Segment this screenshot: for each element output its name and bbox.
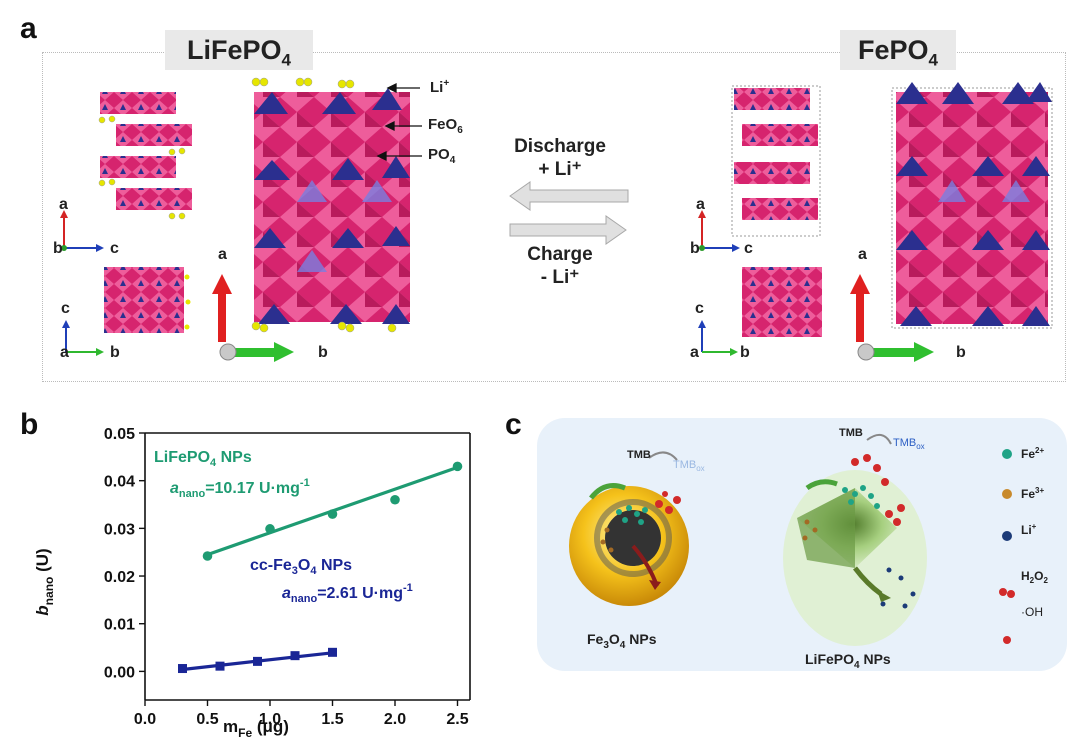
axis-b-4: b bbox=[690, 240, 700, 257]
point-series-0 bbox=[327, 509, 338, 519]
lifepo4-top-view bbox=[104, 267, 184, 333]
point-series-1 bbox=[328, 647, 337, 657]
x-tick-label: 1.5 bbox=[321, 711, 343, 728]
h2o2-swatch bbox=[999, 588, 1007, 596]
crystal-structures bbox=[60, 77, 1053, 362]
point-series-1 bbox=[290, 651, 300, 661]
li-swatch bbox=[1002, 531, 1012, 541]
chart-points bbox=[178, 461, 463, 674]
feo6-label: FeO6 bbox=[428, 116, 463, 136]
axis-triad-small-3 bbox=[698, 210, 740, 252]
lifepo4-top-li bbox=[184, 274, 191, 330]
axis-b-3: b bbox=[318, 344, 328, 361]
axis-c-2: c bbox=[61, 300, 70, 317]
green-series-name: LiFePO4 NPs bbox=[154, 449, 252, 469]
li-label: Li+ bbox=[430, 78, 450, 96]
axis-a-4: a bbox=[696, 196, 705, 213]
y-tick-label: 0.00 bbox=[104, 664, 135, 681]
axis-b-6: b bbox=[956, 344, 966, 361]
axis-b-1: b bbox=[53, 240, 63, 257]
fepo4-top-view bbox=[742, 267, 822, 337]
charge-label: Charge - Li⁺ bbox=[527, 244, 593, 288]
axis-a-1: a bbox=[59, 196, 68, 213]
blue-slope-annotation: anano=2.61 U·mg-1 bbox=[282, 582, 413, 605]
y-axis-label: bnano (U) bbox=[33, 548, 56, 615]
po4-label: PO4 bbox=[428, 146, 456, 166]
lifepo4-title-main: LiFePO bbox=[187, 35, 282, 65]
y-tick-label: 0.03 bbox=[104, 521, 135, 538]
green-slope-annotation: anano=10.17 U·mg-1 bbox=[170, 477, 310, 500]
point-series-1 bbox=[215, 661, 225, 671]
tmbox-label-right: TMBox bbox=[893, 437, 925, 451]
axis-triad-large-1 bbox=[212, 274, 294, 362]
y-tick-label: 0.01 bbox=[104, 617, 135, 634]
point-series-0 bbox=[202, 551, 213, 561]
fepo4-title: FePO4 bbox=[840, 30, 956, 70]
li-legend-label: Li+ bbox=[1021, 522, 1037, 537]
discharge-label: Discharge + Li⁺ bbox=[514, 136, 606, 180]
axis-a-3: a bbox=[218, 246, 227, 263]
x-axis-label: mFe (μg) bbox=[223, 717, 289, 740]
tmb-label-right: TMB bbox=[839, 427, 863, 439]
axis-triad-small-4 bbox=[698, 320, 738, 356]
axis-c-5: c bbox=[695, 300, 704, 317]
tmb-label-left: TMB bbox=[627, 449, 651, 461]
x-tick-label: 0.5 bbox=[196, 711, 218, 728]
fe3-label: Fe3+ bbox=[1021, 486, 1044, 501]
axis-a-6: a bbox=[858, 246, 867, 263]
panel-label-a: a bbox=[20, 12, 37, 45]
point-series-0 bbox=[452, 461, 463, 472]
fepo4-side-view bbox=[731, 85, 821, 237]
lifepo4-label: LiFePO4 NPs bbox=[805, 651, 891, 671]
lifepo4-title: LiFePO4 bbox=[165, 30, 313, 70]
axis-triad-large-2 bbox=[850, 274, 934, 362]
lifepo4-nanoparticle bbox=[783, 433, 927, 646]
panel-label-c: c bbox=[505, 408, 522, 441]
oh-swatch bbox=[1003, 636, 1011, 644]
point-series-0 bbox=[265, 524, 275, 534]
fe2-label: Fe2+ bbox=[1021, 446, 1044, 461]
lifepo4-title-sub: 4 bbox=[281, 50, 291, 70]
panel-a-frame bbox=[42, 52, 1066, 382]
x-tick-label: 2.0 bbox=[384, 711, 406, 728]
nanozyme-illustration: TMB TMBox TMB TMBox Fe3O4 NPs LiFePO4 NP… bbox=[569, 427, 1048, 671]
axis-a-2: a bbox=[60, 344, 69, 361]
y-tick-label: 0.05 bbox=[104, 426, 135, 443]
y-tick-label: 0.02 bbox=[104, 569, 135, 586]
axis-b-5: b bbox=[740, 344, 750, 361]
fe2-swatch bbox=[1002, 449, 1012, 459]
oh-label: ·OH bbox=[1021, 605, 1043, 619]
axis-b-2: b bbox=[110, 344, 120, 361]
fepo4-title-main: FePO bbox=[858, 35, 929, 65]
axis-a-5: a bbox=[690, 344, 699, 361]
fepo4-title-sub: 4 bbox=[928, 50, 938, 70]
chart-ticks: 0.0 0.5 1.0 1.5 2.0 2.5 0.00 0.01 0.02 0.03 0.04 0.… bbox=[104, 426, 469, 728]
lifepo4-main-structure bbox=[251, 77, 410, 333]
point-series-1 bbox=[253, 656, 262, 666]
axis-triad-small-1 bbox=[60, 210, 104, 252]
x-tick-label: 0.0 bbox=[134, 711, 156, 728]
axis-c-4: c bbox=[744, 240, 753, 257]
blue-series-name: cc-Fe3O4 NPs bbox=[250, 557, 352, 577]
x-tick-label: 1.0 bbox=[259, 711, 281, 728]
fe3o4-label: Fe3O4 NPs bbox=[587, 631, 657, 651]
lifepo4-side-view bbox=[98, 92, 192, 220]
tmbox-label-left: TMBox bbox=[673, 459, 705, 473]
chart-axes bbox=[144, 432, 471, 701]
label-pointers bbox=[376, 82, 422, 162]
axis-c-1: c bbox=[110, 240, 119, 257]
point-series-0 bbox=[390, 494, 400, 505]
b-nano-chart: 0.0 0.5 1.0 1.5 2.0 2.5 0.00 0.01 0.02 0.03 0.04 0.… bbox=[33, 426, 471, 740]
legend: Fe2+ Fe3+ Li+ H2O2 ·OH bbox=[999, 446, 1048, 644]
y-tick-label: 0.04 bbox=[104, 474, 135, 491]
point-series-1 bbox=[178, 664, 187, 674]
reaction-arrows bbox=[509, 181, 629, 245]
fe3o4-nanoparticle bbox=[569, 451, 689, 606]
h2o2-label: H2O2 bbox=[1021, 569, 1048, 585]
panel-label-b: b bbox=[20, 408, 39, 441]
fepo4-main-structure bbox=[891, 82, 1053, 329]
axis-triad-small-2 bbox=[62, 320, 104, 356]
fe3-swatch bbox=[1002, 489, 1012, 499]
x-tick-label: 2.5 bbox=[446, 711, 468, 728]
